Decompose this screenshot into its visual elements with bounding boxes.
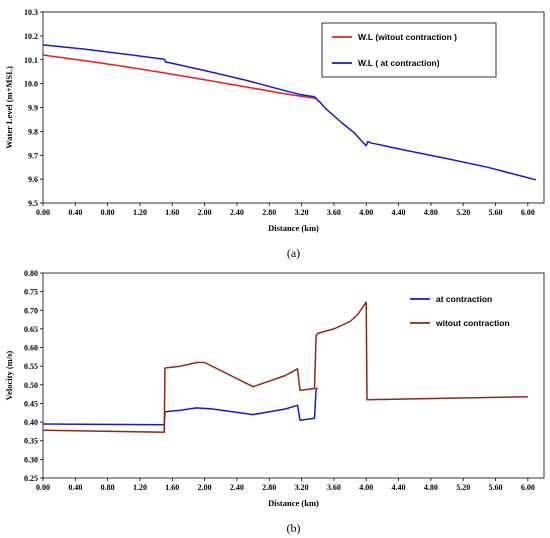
legend-label-2: witout contraction — [435, 318, 510, 328]
x-tick-label: 4.00 — [359, 483, 373, 492]
x-tick-label: 0.40 — [68, 208, 82, 217]
axes: 0.00 0.40 0.80 1.20 1.60 2.00 2.40 2.80 3.20 3.60… — [24, 8, 545, 217]
x-tick-label: 4.40 — [392, 208, 406, 217]
y-tick-label: 0.70 — [24, 306, 38, 315]
y-axis-label: Water Level (m+MSL) — [4, 66, 14, 149]
x-tick-label: 6.00 — [521, 483, 535, 492]
x-tick-label: 1.60 — [165, 208, 179, 217]
y-tick-label: 0.40 — [24, 418, 38, 427]
x-tick-label: 0.80 — [101, 483, 115, 492]
series-line-2 — [42, 44, 537, 181]
x-tick-label: 1.60 — [165, 483, 179, 492]
series-line-2 — [42, 301, 528, 433]
y-tick-label: 0.65 — [24, 325, 38, 334]
y-tick-label: 0.45 — [24, 399, 38, 408]
axes: 0.00 0.40 0.80 1.20 1.60 2.00 2.40 2.80 3.20 3.60… — [24, 269, 545, 492]
y-tick-label: 0.35 — [24, 437, 38, 446]
x-tick-label: 4.00 — [359, 208, 373, 217]
x-tick-label: 1.20 — [133, 208, 147, 217]
y-tick-label: 10.0 — [24, 80, 38, 89]
y-tick-label: 0.30 — [24, 455, 38, 464]
y-tick-label: 0.60 — [24, 344, 38, 353]
velocity-chart: 0.00 0.40 0.80 1.20 1.60 2.00 2.40 2.80 3.20 3.60… — [4, 269, 545, 535]
x-axis-label: Distance (km) — [268, 223, 319, 233]
legend: at contraction witout contraction — [400, 287, 540, 339]
x-tick-label: 2.80 — [262, 483, 276, 492]
y-tick-label: 9.7 — [28, 151, 38, 160]
x-tick-label: 5.20 — [456, 483, 470, 492]
x-tick-label: 2.40 — [230, 208, 244, 217]
legend-label-1: W.L (witout contraction ) — [358, 32, 457, 42]
y-tick-label: 9.9 — [28, 104, 38, 113]
y-tick-label: 0.50 — [24, 381, 38, 390]
series-line-1 — [42, 387, 318, 426]
x-tick-label: 4.80 — [424, 208, 438, 217]
legend-box — [321, 22, 497, 78]
y-tick-label: 10.1 — [24, 56, 38, 65]
x-tick-label: 4.80 — [424, 483, 438, 492]
panel-label: (b) — [287, 521, 301, 535]
x-tick-label: 0.40 — [68, 483, 82, 492]
y-tick-label: 0.75 — [24, 288, 38, 297]
x-tick-label: 0.00 — [36, 483, 50, 492]
x-tick-label: 5.20 — [456, 208, 470, 217]
y-tick-label: 0.25 — [24, 474, 38, 483]
x-tick-label: 2.00 — [198, 208, 212, 217]
y-axis-label: Velocity (m/s) — [4, 351, 14, 401]
series-line-1 — [42, 54, 318, 100]
y-tick-label: 10.3 — [24, 8, 38, 17]
x-tick-label: 2.40 — [230, 483, 244, 492]
legend-label-2: W.L ( at contraction) — [358, 58, 440, 68]
x-tick-label: 2.00 — [198, 483, 212, 492]
x-axis-label: Distance (km) — [268, 498, 319, 508]
x-tick-label: 1.20 — [133, 483, 147, 492]
legend: W.L (witout contraction ) W.L ( at contra… — [321, 22, 497, 78]
x-tick-label: 3.20 — [295, 208, 309, 217]
x-tick-label: 5.60 — [489, 208, 503, 217]
series-group — [42, 44, 537, 181]
y-tick-label: 0.80 — [24, 269, 38, 278]
legend-box — [400, 287, 540, 339]
x-tick-label: 3.60 — [327, 483, 341, 492]
water-level-chart: 0.00 0.40 0.80 1.20 1.60 2.00 2.40 2.80 3.20 3.60… — [4, 8, 545, 260]
x-tick-label: 3.20 — [295, 483, 309, 492]
x-tick-label: 6.00 — [521, 208, 535, 217]
y-tick-label: 9.8 — [28, 127, 38, 136]
x-tick-label: 3.60 — [327, 208, 341, 217]
series-group — [42, 301, 528, 433]
legend-label-1: at contraction — [436, 294, 492, 304]
plot-frame — [42, 272, 545, 479]
y-tick-label: 9.6 — [28, 175, 38, 184]
x-tick-label: 4.40 — [392, 483, 406, 492]
y-tick-label: 10.2 — [24, 32, 38, 41]
x-tick-label: 0.80 — [101, 208, 115, 217]
x-tick-label: 5.60 — [489, 483, 503, 492]
x-tick-label: 2.80 — [262, 208, 276, 217]
y-tick-label: 9.5 — [28, 199, 38, 208]
panel-label: (a) — [287, 246, 300, 260]
x-tick-label: 0.00 — [36, 208, 50, 217]
y-tick-label: 0.55 — [24, 362, 38, 371]
